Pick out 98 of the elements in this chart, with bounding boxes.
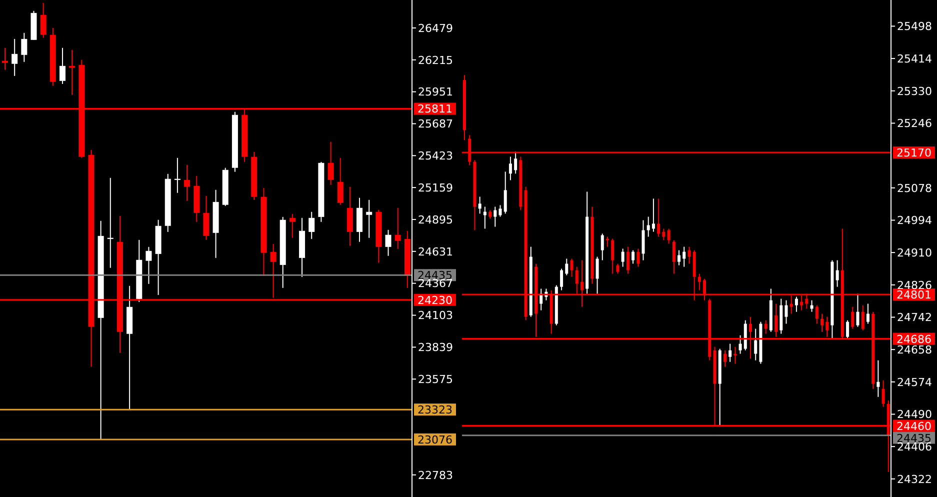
candlestick [836,260,839,288]
candlestick [600,233,604,261]
candlestick [174,157,180,194]
candlestick [672,240,676,274]
y-tick-label: 25423 [418,150,453,163]
ref-line-label: 24686 [896,332,932,346]
candlestick [621,248,624,268]
candlestick [40,2,46,38]
candlestick [2,47,8,70]
candlestick [478,196,482,214]
y-tick-label: 24742 [897,311,932,324]
y-tick-label: 24574 [897,376,932,389]
candlestick [646,216,650,238]
y-tick-label: 25246 [897,117,932,130]
candlestick [815,304,818,324]
candlestick [866,303,870,324]
candlestick [59,47,66,84]
y-tick-label: 24490 [897,408,932,422]
candlestick [851,306,854,330]
candlestick [366,199,372,238]
candlestick [861,304,864,331]
candlestick [203,195,210,240]
candlestick [494,206,497,228]
candlestick [682,246,686,268]
candlestick [784,300,788,324]
candlestick [882,380,885,408]
ref-line-label: 24460 [896,420,932,433]
candlestick [69,49,76,96]
y-tick-label: 23575 [418,373,453,386]
y-tick-label: 26479 [418,22,453,35]
candlestick [483,206,486,230]
candlestick [698,273,701,291]
candlestick [642,220,645,261]
candlestick [504,171,507,214]
candlestick [107,177,114,268]
y-tick-label: 24910 [897,246,932,260]
candlestick [184,164,190,202]
candlestick [514,151,518,174]
candlestick [846,320,850,340]
candlestick [611,238,614,274]
y-tick-label: 24631 [418,245,453,258]
candlestick [606,236,609,248]
ref-line-label: 24230 [418,294,452,307]
candlestick [565,258,568,276]
ref-line-label: 25170 [896,146,932,160]
ref-line-label: 23323 [418,404,452,417]
candlestick [738,334,742,354]
candlestick [21,32,28,62]
y-tick-label: 24322 [897,472,932,486]
y-tick-label: 25951 [418,86,453,99]
candlestick [662,228,666,241]
y-tick-label: 24994 [897,214,932,228]
candlestick [856,293,860,328]
y-tick-label: 25687 [418,118,453,131]
y-tick-label: 24103 [418,309,453,322]
candlestick [337,157,344,206]
ref-line-label: 25811 [418,102,452,116]
y-tick-label: 25078 [897,182,932,195]
candlestick [764,320,768,334]
candlestick [328,141,334,186]
ref-line-label: 24801 [896,288,932,302]
candlestick [636,248,640,268]
candlestick [570,258,574,278]
y-tick-label: 24895 [418,213,453,226]
y-tick-label: 26215 [418,54,453,67]
candlestick [308,211,315,240]
y-tick-label: 25414 [897,52,932,66]
candlestick [616,263,620,274]
candlestick [820,313,824,332]
candlestick [688,246,691,264]
candlestick [652,198,655,232]
ref-line-label: 23076 [418,433,452,446]
candlestick [289,213,296,238]
candlestick [596,256,599,294]
y-tick-label: 24658 [897,343,932,356]
y-tick-label: 23839 [418,341,453,354]
candlestick [394,207,401,250]
y-tick-label: 25330 [897,84,932,98]
y-tick-label: 22783 [418,468,453,482]
candlestick [498,204,502,218]
y-tick-label: 25498 [897,20,932,34]
y-tick-label: 25159 [418,181,453,194]
candlestick [723,350,726,368]
candlestick [508,156,512,181]
candlestick [560,268,564,291]
candlestick [728,343,732,362]
candlestick [678,250,680,266]
candlestick [657,198,660,238]
candlestick [146,246,152,284]
candlestick [876,360,880,398]
candlestick [632,250,635,264]
candlestick [385,229,392,256]
candlestick [794,296,798,312]
candlestick [626,246,630,274]
candlestick [12,38,18,76]
candlestick [734,346,737,364]
candlestick [754,328,758,361]
candlestick [667,228,670,244]
